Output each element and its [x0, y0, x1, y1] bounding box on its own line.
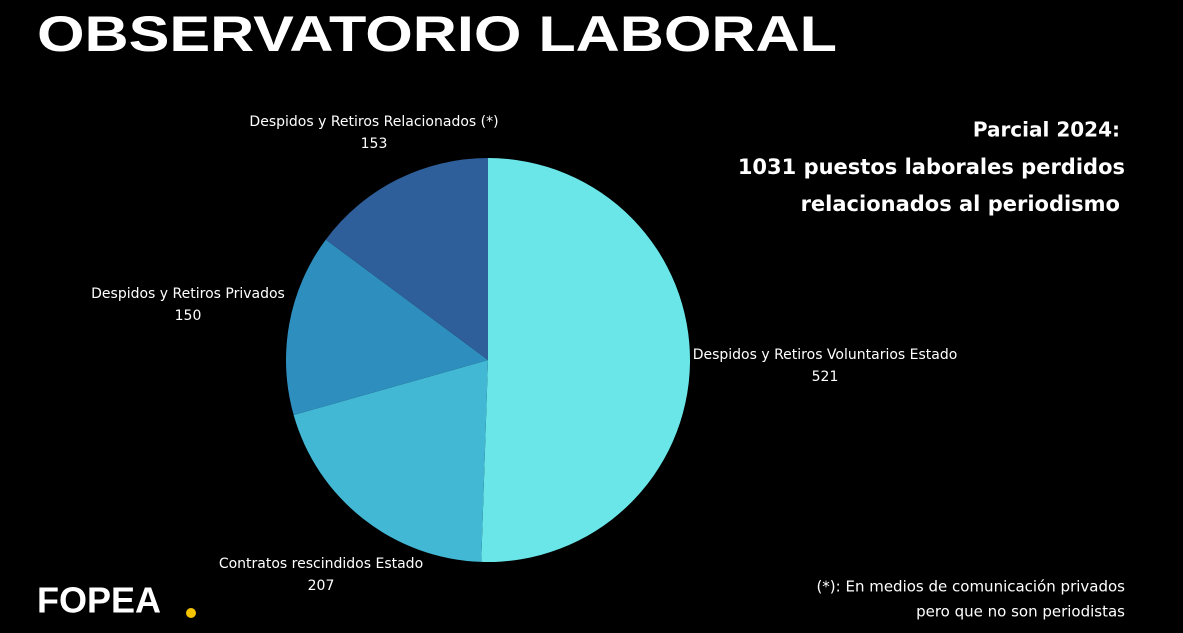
pie-slice [293, 360, 488, 562]
logo: FOPEA [37, 580, 161, 621]
pie-slice [481, 158, 691, 563]
footnote: pero que no son periodistas [916, 603, 1125, 621]
slice-value: 207 [308, 578, 335, 594]
slice-label: Despidos y Retiros Voluntarios Estado [693, 347, 958, 363]
footnote: (*): En medios de comunicación privados [816, 578, 1125, 596]
pie-slice [286, 239, 488, 416]
page-title: OBSERVATORIO LABORAL [37, 6, 837, 62]
note-line: relacionados al periodismo [801, 192, 1120, 216]
note-heading: Parcial 2024: [973, 118, 1120, 142]
note-line: 1031 puestos laborales perdidos [738, 155, 1125, 179]
slice-value: 150 [175, 308, 202, 324]
slice-value: 521 [812, 369, 839, 385]
slice-value: 153 [361, 136, 388, 152]
slice-label: Despidos y Retiros Privados [91, 286, 285, 302]
slice-label: Contratos rescindidos Estado [219, 556, 423, 572]
slice-label: Despidos y Retiros Relacionados (*) [249, 114, 498, 130]
logo-dot [186, 608, 196, 618]
pie-slice [325, 158, 488, 360]
